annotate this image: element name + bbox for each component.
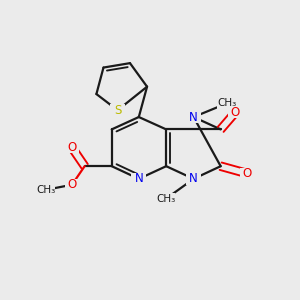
- FancyBboxPatch shape: [65, 142, 79, 153]
- FancyBboxPatch shape: [37, 184, 56, 196]
- FancyBboxPatch shape: [110, 104, 125, 116]
- FancyBboxPatch shape: [157, 193, 175, 205]
- Text: N: N: [134, 172, 143, 185]
- Text: O: O: [242, 167, 252, 180]
- Text: CH₃: CH₃: [217, 98, 236, 109]
- Text: O: O: [67, 141, 76, 154]
- Text: O: O: [231, 106, 240, 119]
- FancyBboxPatch shape: [186, 173, 201, 185]
- Text: S: S: [114, 104, 121, 117]
- Text: CH₃: CH₃: [157, 194, 176, 204]
- FancyBboxPatch shape: [218, 98, 236, 110]
- Text: CH₃: CH₃: [37, 185, 56, 195]
- FancyBboxPatch shape: [65, 179, 79, 190]
- FancyBboxPatch shape: [240, 168, 254, 179]
- FancyBboxPatch shape: [186, 111, 201, 123]
- FancyBboxPatch shape: [228, 107, 242, 118]
- FancyBboxPatch shape: [131, 173, 146, 185]
- Text: N: N: [189, 172, 198, 185]
- Text: N: N: [189, 110, 198, 124]
- Text: O: O: [67, 178, 76, 191]
